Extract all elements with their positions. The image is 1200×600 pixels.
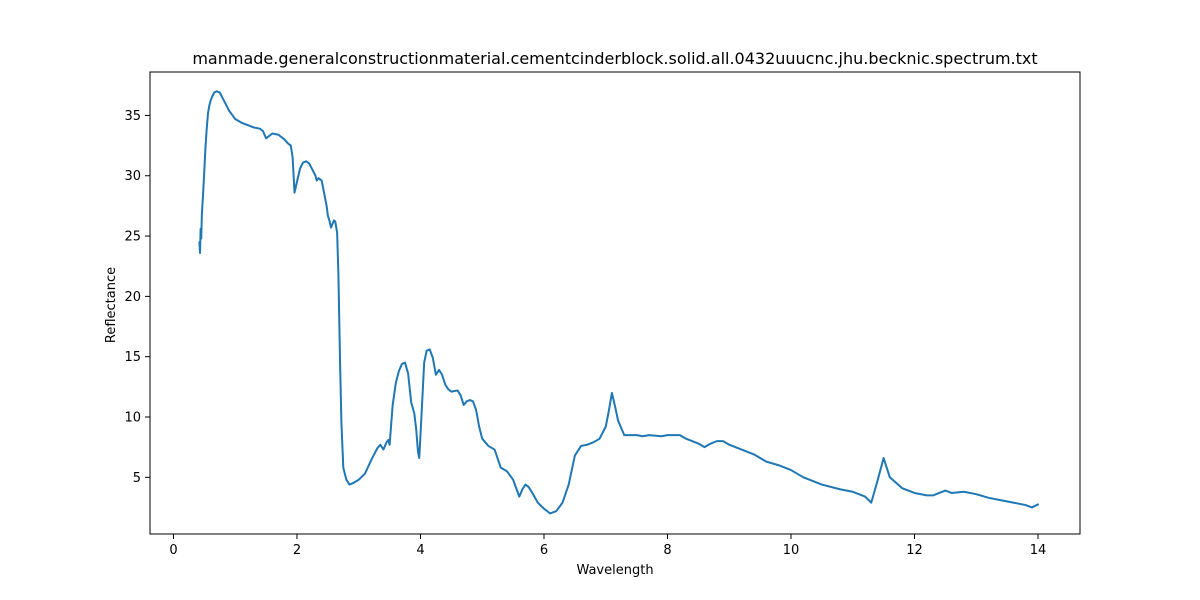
- plot-frame: [149, 71, 1081, 535]
- y-tick-label: 10: [124, 410, 141, 425]
- y-tick-label: 20: [124, 290, 141, 305]
- series-line: [198, 90, 1040, 515]
- x-axis-label: Wavelength: [576, 563, 653, 578]
- x-tick-label: 8: [663, 543, 671, 558]
- y-axis-label: Reflectance: [104, 267, 119, 343]
- x-tick-label: 10: [783, 543, 800, 558]
- chart-title: manmade.generalconstructionmaterial.ceme…: [192, 49, 1037, 68]
- x-tick-label: 6: [540, 543, 548, 558]
- y-tick-label: 5: [133, 471, 141, 486]
- x-tick-label: 12: [906, 543, 923, 558]
- y-axis: 5 10 15 20 25 30 35: [124, 109, 150, 486]
- x-tick-label: 0: [169, 543, 177, 558]
- plot-area: [198, 90, 1040, 515]
- y-tick-label: 30: [124, 169, 141, 184]
- y-tick-label: 35: [124, 109, 141, 124]
- x-tick-label: 2: [293, 543, 301, 558]
- x-tick-label: 14: [1030, 543, 1047, 558]
- x-axis: 0 2 4 6 8 10 12 14: [169, 534, 1046, 558]
- y-tick-label: 25: [124, 230, 141, 245]
- x-tick-label: 4: [416, 543, 424, 558]
- y-tick-label: 15: [124, 350, 141, 365]
